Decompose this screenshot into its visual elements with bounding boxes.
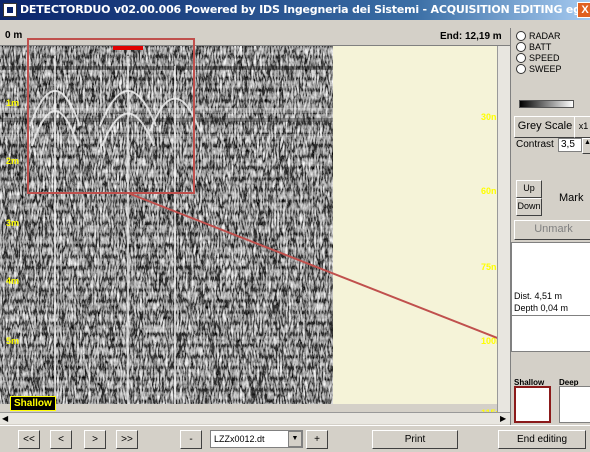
depth-label-4m: 4m bbox=[6, 276, 19, 286]
radargram-view[interactable]: 1m 2m 3m 4m 5m bbox=[0, 46, 333, 404]
distance-ruler: 0 m End: 12,19 m bbox=[0, 28, 510, 46]
contrast-input[interactable]: 3,5 bbox=[558, 138, 582, 152]
radio-batt[interactable]: BATT bbox=[516, 42, 551, 52]
depth-readout: Depth 0,04 m bbox=[514, 303, 569, 313]
marker-down-button[interactable]: Down bbox=[516, 198, 542, 216]
time-label-75ns: 75ns bbox=[481, 262, 502, 272]
preset-label-deep: Deep bbox=[559, 378, 579, 387]
radio-button[interactable] bbox=[516, 31, 526, 41]
depth-label-1m: 1m bbox=[6, 98, 19, 108]
next-button[interactable]: > bbox=[84, 430, 106, 449]
palette-button[interactable]: Grey Scale bbox=[514, 116, 576, 138]
scroll-left-icon[interactable]: ◀ bbox=[2, 414, 9, 423]
radio-button[interactable] bbox=[516, 53, 526, 63]
radio-label: SWEEP bbox=[529, 64, 562, 74]
first-button[interactable]: << bbox=[18, 430, 40, 449]
ruler-end-label: End: 12,19 m bbox=[440, 31, 502, 42]
preset-shallow-button[interactable] bbox=[514, 386, 551, 423]
vertical-scrollbar[interactable]: ▼ bbox=[497, 46, 511, 435]
radio-speed[interactable]: SPEED bbox=[516, 53, 560, 63]
prev-button[interactable]: < bbox=[50, 430, 72, 449]
scroll-right-icon[interactable]: ▶ bbox=[500, 414, 507, 423]
radio-radar[interactable]: RADAR bbox=[516, 31, 561, 41]
depth-label-5m: 5m bbox=[6, 336, 19, 346]
radio-button[interactable] bbox=[516, 64, 526, 74]
close-button[interactable]: X bbox=[577, 2, 590, 18]
bottom-toolbar: << < > >> - LZZx0012.dt ▼ + Print End ed… bbox=[0, 425, 590, 452]
radio-label: RADAR bbox=[529, 31, 561, 41]
end-editing-button[interactable]: End editing bbox=[498, 430, 586, 449]
preset-deep-button[interactable] bbox=[559, 386, 590, 423]
title-bar: DETECTORDUO v02.00.006 Powered by IDS In… bbox=[0, 0, 590, 20]
horizontal-scrollbar[interactable]: ◀ ▶ bbox=[0, 412, 510, 424]
distance-readout: Dist. 4,51 m bbox=[514, 291, 563, 301]
mark-button[interactable]: Mark bbox=[559, 192, 584, 204]
radio-button[interactable] bbox=[516, 42, 526, 52]
contrast-spin-icon[interactable]: ▲ bbox=[582, 138, 590, 154]
depth-label-2m: 2m bbox=[6, 156, 19, 166]
chevron-down-icon[interactable]: ▼ bbox=[288, 431, 302, 447]
divider bbox=[512, 315, 590, 316]
preset-tag-shallow: Shallow bbox=[10, 396, 56, 411]
preset-label-shallow: Shallow bbox=[514, 378, 545, 387]
contrast-label: Contrast bbox=[516, 139, 554, 150]
ruler-start-label: 0 m bbox=[5, 30, 23, 41]
radio-sweep[interactable]: SWEEP bbox=[516, 64, 562, 74]
unmark-button[interactable]: Unmark bbox=[514, 220, 590, 240]
measurement-info-box: Dist. 4,51 m Depth 0,04 m bbox=[511, 242, 590, 352]
window-title: DETECTORDUO v02.00.006 Powered by IDS In… bbox=[20, 3, 590, 16]
zoom-out-button[interactable]: - bbox=[180, 430, 202, 449]
zoom-highlight-box bbox=[27, 38, 195, 194]
app-icon bbox=[3, 3, 17, 17]
empty-scan-area: 30ns 60ns 75ns 100ns 115ns bbox=[333, 46, 510, 418]
zoom-button[interactable]: x1 bbox=[574, 116, 590, 138]
time-label-30ns: 30ns bbox=[481, 112, 502, 122]
greyscale-gradient bbox=[519, 100, 574, 108]
file-select[interactable]: LZZx0012.dt bbox=[210, 430, 303, 448]
radargram-image: 1m 2m 3m 4m 5m bbox=[0, 46, 333, 404]
last-button[interactable]: >> bbox=[116, 430, 138, 449]
time-label-100ns: 100ns bbox=[481, 336, 507, 346]
control-panel: RADAR BATT SPEED SWEEP Grey Scale x1 Con… bbox=[510, 28, 590, 425]
marker-up-button[interactable]: Up bbox=[516, 180, 542, 198]
marker-tick[interactable] bbox=[113, 46, 143, 50]
zoom-in-button[interactable]: + bbox=[306, 430, 328, 449]
print-button[interactable]: Print bbox=[372, 430, 458, 449]
radio-label: BATT bbox=[529, 42, 552, 52]
time-label-60ns: 60ns bbox=[481, 186, 502, 196]
depth-label-3m: 3m bbox=[6, 218, 19, 228]
radio-label: SPEED bbox=[529, 53, 560, 63]
